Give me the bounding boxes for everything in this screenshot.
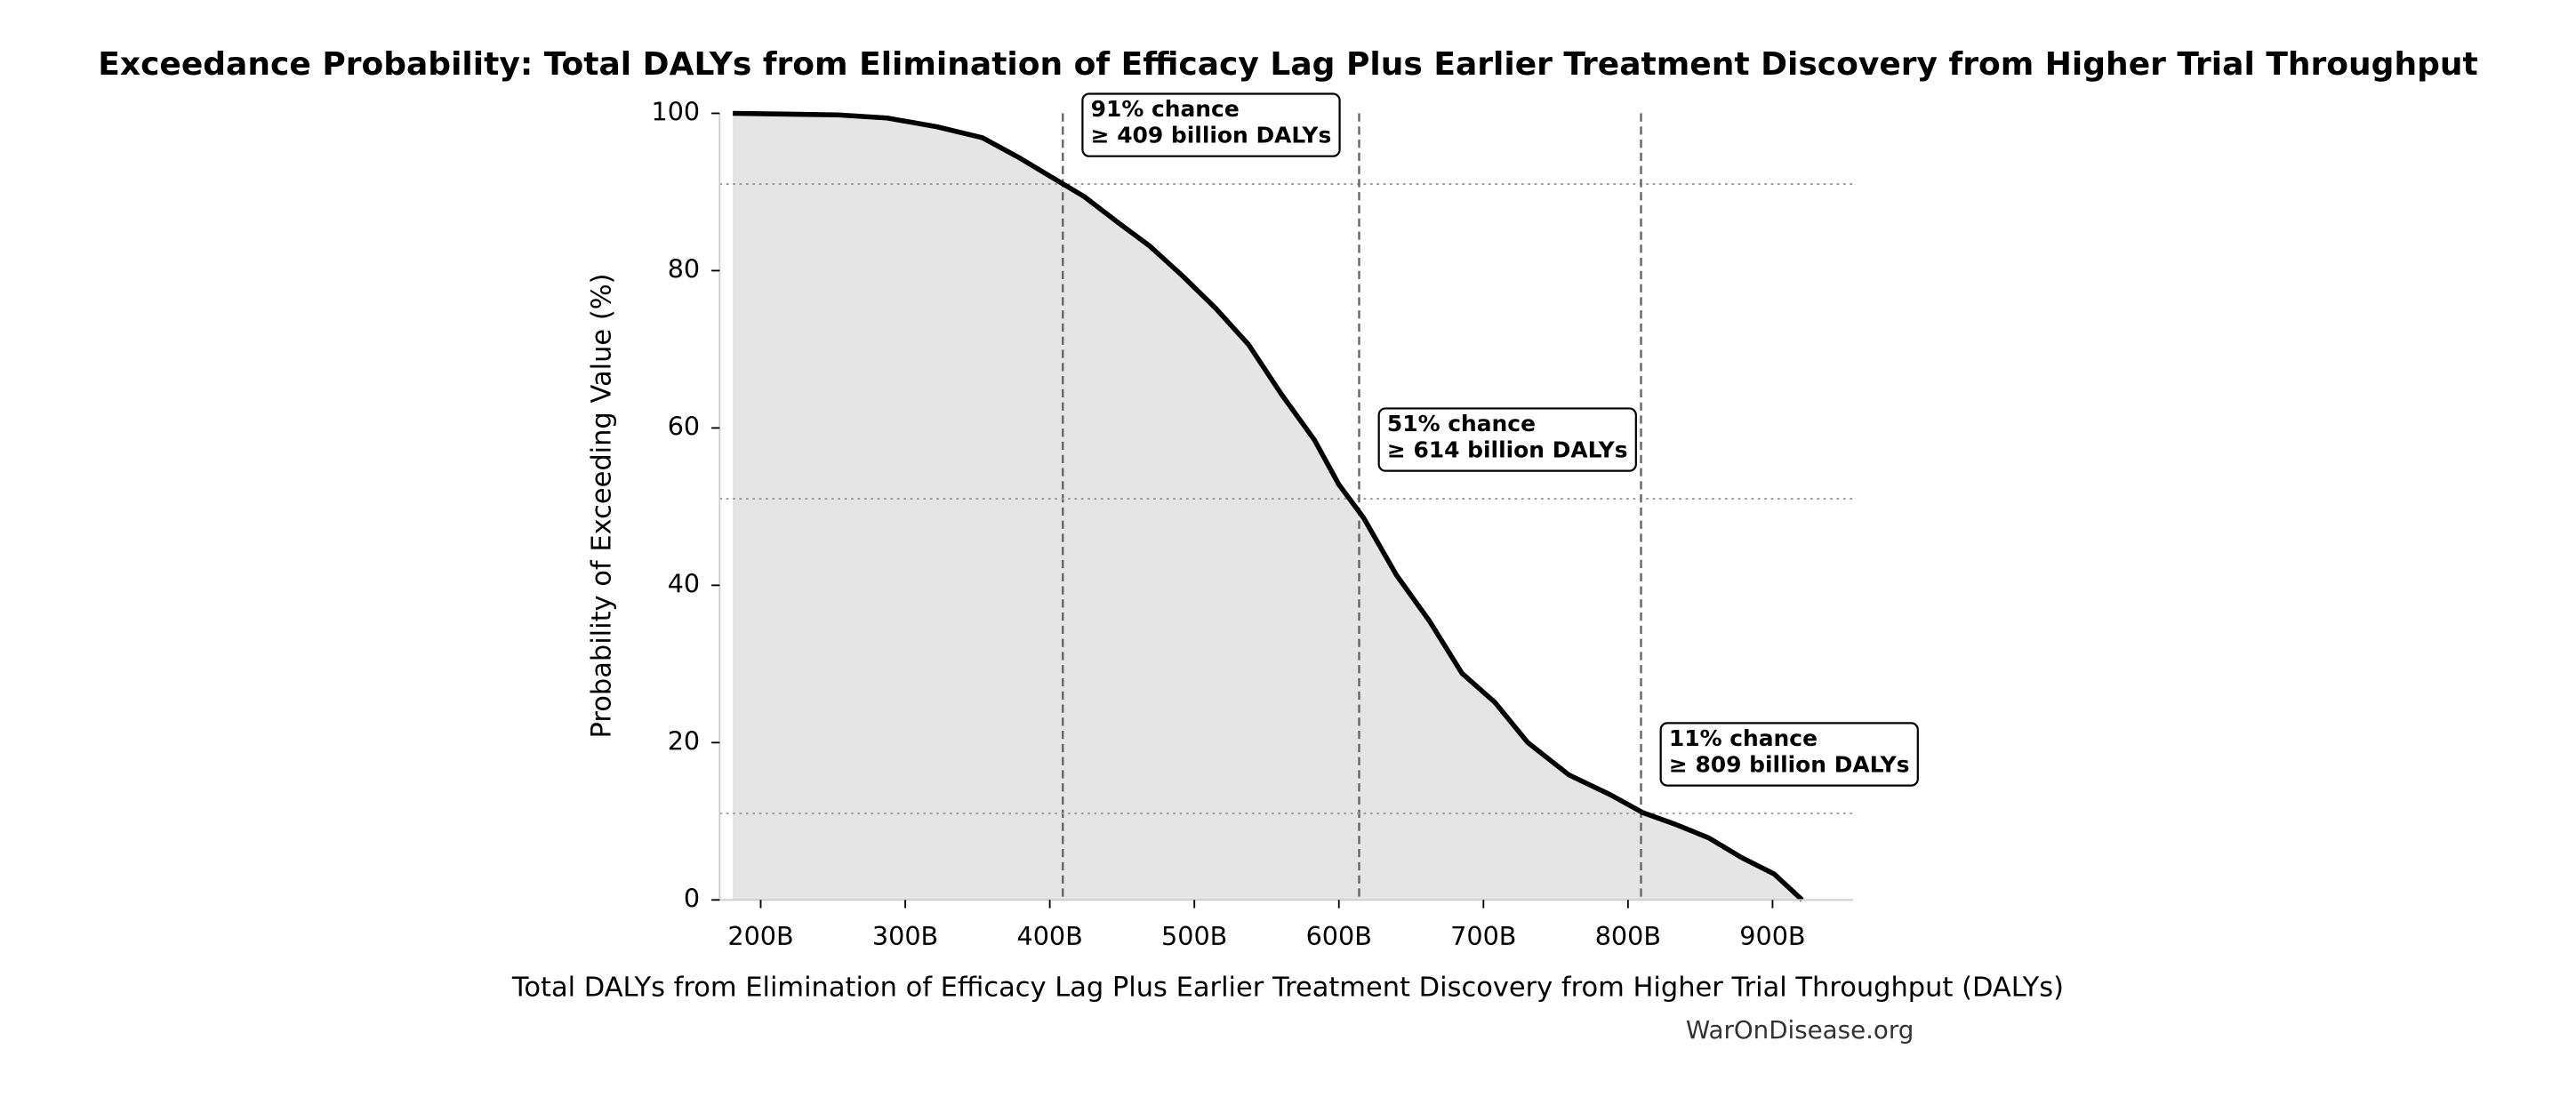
annotation: 91% chance≥ 409 billion DALYs (1081, 92, 1341, 157)
x-tick-label: 200B (727, 921, 793, 951)
source-label: WarOnDisease.org (1686, 1015, 1914, 1045)
y-tick-label: 60 (668, 411, 700, 441)
annotation-box (1081, 92, 1341, 157)
annotation: 51% chance≥ 614 billion DALYs (1377, 407, 1637, 472)
area (733, 113, 1802, 901)
annotation-text: ≥ 409 billion DALYs (1091, 123, 1332, 148)
annotation-text: 11% chance (1669, 725, 1818, 751)
y-tick-label: 0 (684, 883, 700, 913)
line (733, 110, 1804, 902)
x-tick-label: 500B (1161, 921, 1227, 951)
annotation-text: 91% chance (1091, 96, 1240, 122)
x-axis-label: Total DALYs from Elimination of Efficacy… (511, 973, 2064, 1004)
x-tick-label: 300B (872, 921, 938, 951)
y-tick-label: 40 (668, 568, 700, 598)
chart-title: Exceedance Probability: Total DALYs from… (98, 46, 2478, 83)
annotation-text: ≥ 809 billion DALYs (1669, 751, 1910, 777)
y-tick-label: 20 (668, 725, 700, 756)
x-tick-label: 800B (1595, 921, 1661, 951)
x-tick-label: 600B (1306, 921, 1372, 951)
x-tick-label: 700B (1450, 921, 1516, 951)
y-tick-label: 80 (668, 253, 700, 284)
x-tick-label: 900B (1739, 921, 1805, 951)
annotation: 11% chance≥ 809 billion DALYs (1659, 722, 1919, 787)
annotation-box (1377, 407, 1637, 472)
annotation-box (1659, 722, 1919, 787)
annotation-text: ≥ 614 billion DALYs (1387, 436, 1628, 462)
y-tick-label: 100 (652, 96, 701, 126)
annotation-text: 51% chance (1387, 411, 1536, 436)
y-axis-label: Probability of Exceeding Value (%) (587, 273, 618, 738)
x-tick-label: 400B (1016, 921, 1082, 951)
